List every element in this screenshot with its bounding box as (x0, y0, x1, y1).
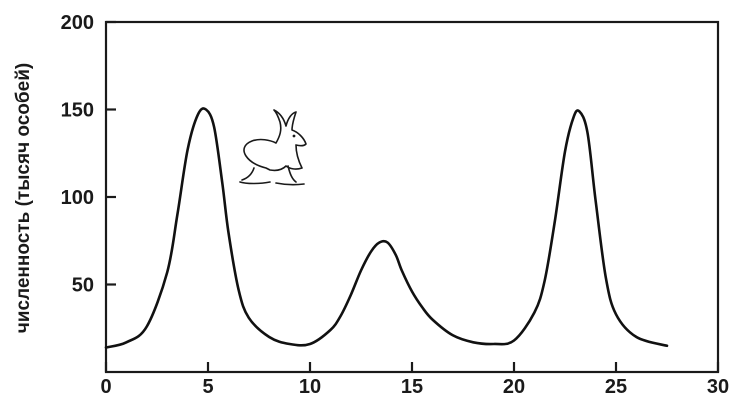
x-tick-label: 25 (605, 376, 627, 396)
x-axis: 0 5 10 15 20 25 30 (100, 362, 729, 396)
y-axis-label: численность (тысяч особей) (13, 63, 34, 333)
y-tick-label: 100 (61, 187, 94, 209)
x-tick-label: 0 (100, 376, 111, 396)
x-tick-label: 15 (401, 376, 423, 396)
y-axis: 50 100 150 200 (61, 12, 116, 297)
x-tick-label: 10 (299, 376, 321, 396)
x-tick-label: 30 (707, 376, 729, 396)
population-line (104, 107, 669, 349)
y-tick-label: 50 (72, 275, 94, 297)
hare-icon (239, 109, 307, 186)
x-tick-label: 20 (503, 376, 525, 396)
y-tick-label: 150 (61, 100, 94, 122)
plot-frame (104, 20, 720, 374)
y-tick-label: 200 (61, 12, 94, 34)
x-tick-label: 5 (202, 376, 213, 396)
